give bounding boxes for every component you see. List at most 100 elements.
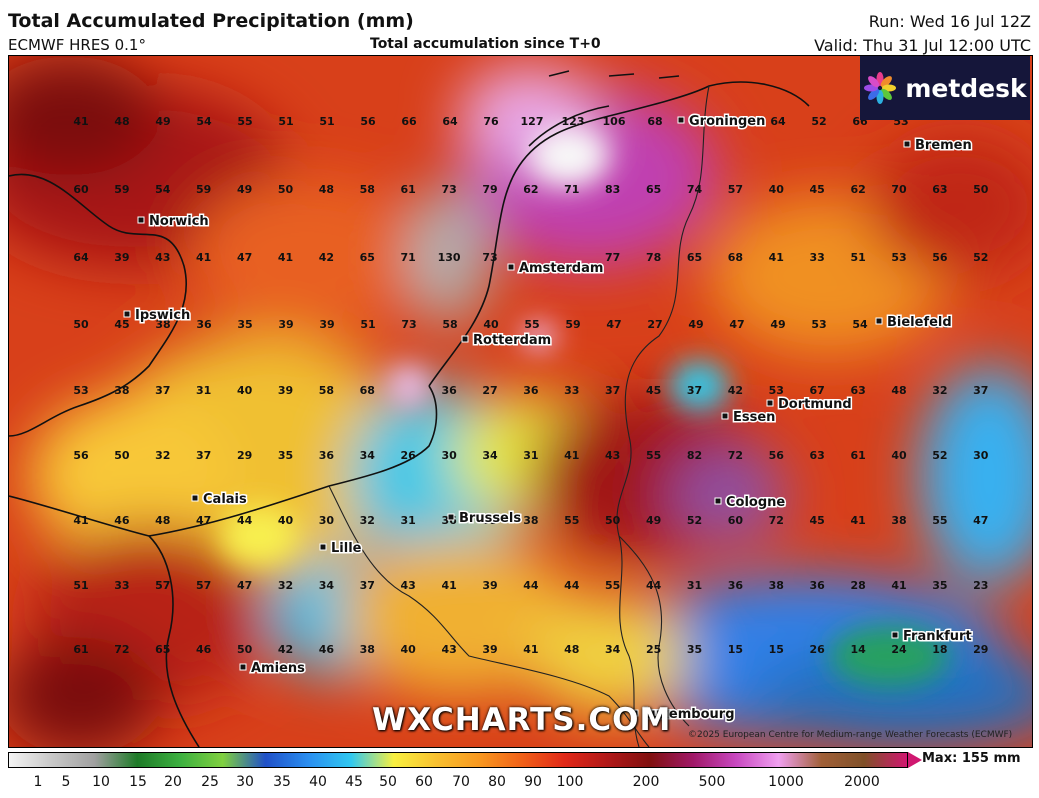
grid-value: 42	[319, 251, 334, 264]
grid-value: 35	[932, 579, 947, 592]
grid-value: 55	[524, 318, 539, 331]
grid-value: 34	[605, 643, 621, 656]
grid-value: 56	[932, 251, 948, 264]
legend-tick: 1	[33, 774, 43, 790]
legend-tick: 35	[273, 774, 291, 790]
grid-value: 62	[729, 115, 744, 128]
grid-value: 41	[564, 449, 579, 462]
grid-value: 30	[973, 449, 989, 462]
city-label: Dortmund	[778, 397, 852, 412]
grid-value: 66	[401, 115, 417, 128]
grid-value: 52	[811, 115, 826, 128]
grid-value: 61	[850, 449, 865, 462]
grid-value: 55	[237, 115, 252, 128]
grid-value: 53	[891, 251, 906, 264]
grid-value: 39	[482, 643, 497, 656]
grid-value: 43	[605, 449, 620, 462]
grid-value: 18	[932, 643, 947, 656]
grid-value: 46	[196, 643, 212, 656]
grid-value: 63	[932, 183, 947, 196]
grid-value: 46	[319, 643, 335, 656]
city-label: Amsterdam	[519, 261, 603, 276]
grid-value: 63	[810, 449, 825, 462]
grid-value: 54	[155, 183, 171, 196]
city-label: Luxembourg	[643, 707, 735, 722]
city-marker	[875, 317, 883, 325]
grid-value: 72	[769, 514, 784, 527]
city-marker	[903, 140, 911, 148]
grid-value: 52	[932, 449, 947, 462]
grid-value: 50	[605, 514, 621, 527]
city-label: Bielefeld	[887, 315, 952, 330]
map-canvas: 41 48 49 54 55 51 51 56 66 64 76 127 123 106 68 70 62 64 5…	[9, 56, 1032, 747]
grid-value: 50	[278, 183, 294, 196]
grid-value: 76	[483, 115, 499, 128]
grid-value: 30	[441, 449, 457, 462]
grid-value: 56	[934, 318, 950, 331]
grid-value: 41	[891, 579, 906, 592]
grid-value: 31	[523, 449, 538, 462]
grid-value: 55	[564, 514, 579, 527]
grid-value: 51	[319, 115, 334, 128]
grid-value: 65	[360, 251, 375, 264]
city-label: Amiens	[251, 661, 305, 676]
grid-value: 55	[932, 514, 947, 527]
grid-value: 51	[360, 318, 375, 331]
grid-value: 37	[196, 449, 211, 462]
grid-value: 71	[564, 183, 579, 196]
grid-value: 38	[360, 643, 375, 656]
map-title: Total Accumulated Precipitation (mm)	[8, 10, 414, 32]
grid-value: 37	[687, 384, 702, 397]
grid-value: 56	[769, 449, 785, 462]
grid-value: 44	[237, 514, 253, 527]
city-label: Rotterdam	[473, 333, 551, 348]
precipitation-map[interactable]: 41 48 49 54 55 51 51 56 66 64 76 127 123 106 68 70 62 64 5…	[8, 55, 1033, 748]
grid-value: 45	[646, 384, 661, 397]
legend-tick: 70	[452, 774, 470, 790]
grid-value: 44	[646, 579, 662, 592]
grid-value: 50	[973, 183, 989, 196]
grid-value: 29	[237, 449, 252, 462]
grid-value: 40	[237, 384, 253, 397]
grid-value: 31	[196, 384, 211, 397]
grid-value: 43	[401, 579, 416, 592]
legend-tick: 20	[164, 774, 182, 790]
grid-value: 29	[973, 643, 988, 656]
coastlines	[9, 70, 810, 747]
grid-value: 41	[73, 115, 88, 128]
grid-value: 74	[687, 183, 703, 196]
city-label: Lille	[331, 541, 362, 556]
grid-value: 56	[360, 115, 376, 128]
grid-value: 27	[482, 384, 497, 397]
grid-value: 68	[360, 384, 375, 397]
grid-value: 39	[319, 318, 334, 331]
grid-value: 49	[155, 115, 170, 128]
grid-value: 41	[523, 643, 538, 656]
grid-value: 32	[278, 579, 293, 592]
grid-value: 130	[438, 251, 461, 264]
metdesk-flower-icon	[864, 72, 897, 104]
grid-value: 106	[603, 115, 626, 128]
grid-value: 33	[114, 579, 129, 592]
color-legend-bar	[8, 752, 908, 768]
city-labels: Groningen Bremen Norwich Amsterdam Ipswich Bi…	[123, 113, 973, 724]
grid-value: 68	[647, 115, 662, 128]
legend-tick: 50	[379, 774, 397, 790]
legend-tick: 40	[309, 774, 327, 790]
grid-value: 58	[442, 318, 457, 331]
grid-value: 35	[278, 449, 293, 462]
grid-value: 57	[196, 579, 211, 592]
grid-value: 40	[483, 318, 499, 331]
grid-value: 36	[810, 579, 826, 592]
grid-value: 39	[114, 251, 129, 264]
legend-tick: 10	[92, 774, 110, 790]
legend-tick: 25	[201, 774, 219, 790]
grid-value: 63	[850, 384, 865, 397]
grid-value: 50	[73, 318, 89, 331]
grid-value: 62	[850, 183, 865, 196]
grid-value: 48	[319, 183, 334, 196]
grid-value: 49	[770, 318, 785, 331]
grid-value: 33	[810, 251, 825, 264]
grid-value: 43	[155, 251, 170, 264]
grid-value: 72	[114, 643, 129, 656]
